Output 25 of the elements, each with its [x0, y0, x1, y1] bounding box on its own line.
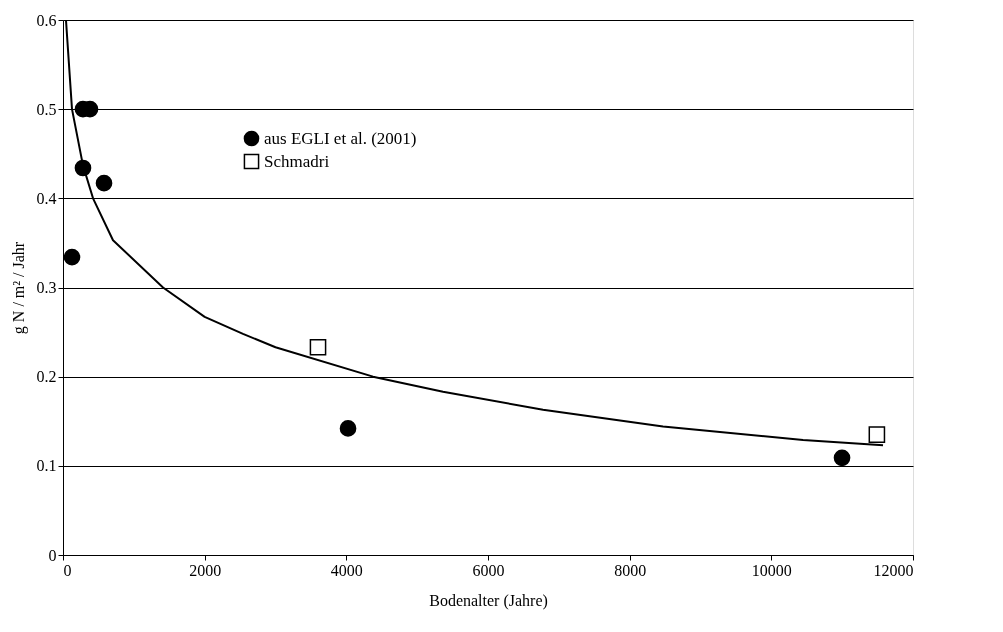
- legend-label: Schmadri: [264, 151, 330, 171]
- x-tick-label: 6000: [472, 561, 505, 579]
- y-tick-label: 0.4: [36, 189, 57, 207]
- x-axis-title: Bodenalter (Jahre): [429, 591, 548, 610]
- x-tick-label: 0: [63, 561, 72, 579]
- x-tick-label: 2000: [189, 561, 222, 579]
- point: [63, 248, 81, 266]
- point: [868, 426, 886, 443]
- y-tick-label: 0.3: [36, 279, 57, 296]
- x-tick-label: 8000: [614, 561, 647, 579]
- point: [339, 420, 357, 437]
- y-tick-label: 0: [48, 546, 57, 564]
- x-tick-label: 10000: [751, 561, 792, 579]
- y-tick-label: 0.5: [36, 100, 57, 118]
- y-tick-label: 0.6: [36, 11, 57, 29]
- y-axis-title: g N / m² / Jahr: [9, 241, 28, 335]
- x-tick-label: 4000: [330, 561, 363, 579]
- y-tick-label: 0.2: [36, 368, 57, 386]
- point: [95, 174, 113, 192]
- point: [309, 338, 327, 356]
- legend-label: aus EGLI et al. (2001): [264, 128, 417, 148]
- x-tick-label: 12000: [873, 561, 914, 579]
- y-tick-label: 0.1: [36, 457, 57, 475]
- point: [833, 449, 851, 467]
- point: [74, 159, 92, 177]
